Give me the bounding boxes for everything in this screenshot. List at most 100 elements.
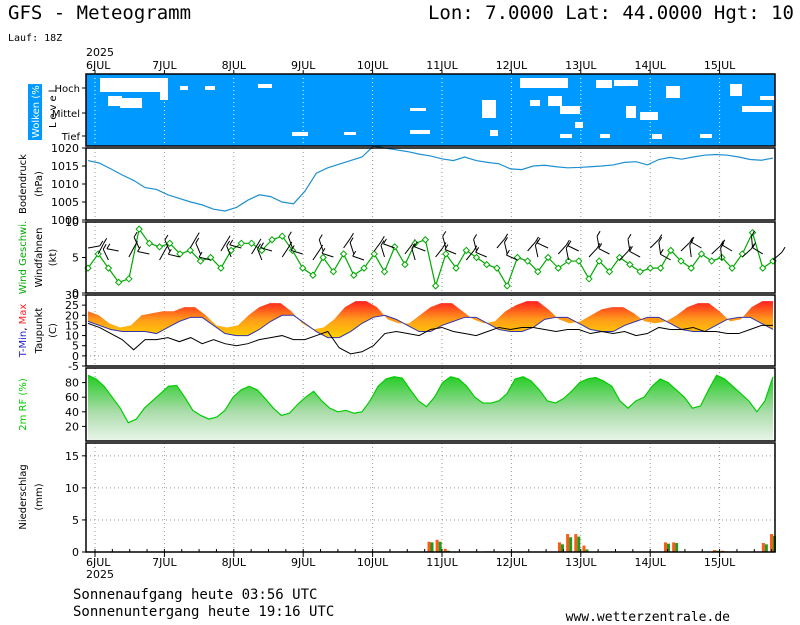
wind-speed-point — [370, 250, 378, 258]
wind-speed-point — [707, 257, 716, 265]
wind-barb — [229, 244, 242, 249]
precip-conv-bar — [585, 549, 589, 552]
wind-speed-point — [237, 239, 246, 248]
top-day-label: 8JUL — [222, 59, 247, 72]
wind-barb — [711, 245, 721, 255]
wind-barb-flag — [475, 247, 480, 253]
precip-conv-bar — [666, 543, 670, 552]
cloud-gap — [626, 106, 636, 118]
wind-barb-flag — [627, 233, 632, 240]
wind-ytick-label: 5 — [72, 252, 79, 265]
wind-barb-flag — [781, 246, 786, 253]
precip-unit-label: (mm) — [34, 483, 45, 510]
wind-barb — [380, 245, 385, 258]
wind-speed-point — [656, 264, 665, 272]
humidity-ytick-label: 80 — [65, 377, 79, 390]
top-day-label: 9JUL — [291, 59, 316, 72]
humidity-axis-label: 2m RF (%) — [18, 378, 29, 431]
wind-barb-flag — [319, 244, 324, 251]
wind-barb — [442, 236, 447, 249]
wind-barb-flag — [318, 234, 323, 240]
wind-speed-point — [483, 260, 491, 269]
temperature-ytick-label: 25 — [65, 299, 79, 312]
wind-speed-point — [206, 253, 215, 262]
temperature-unit-label: (C) — [48, 323, 59, 338]
wind-barb — [128, 246, 135, 258]
wind-barb-flag — [195, 232, 200, 238]
wind-barb — [411, 248, 416, 261]
wind-speed-point — [585, 275, 593, 283]
top-day-label: 6JUL — [86, 59, 111, 72]
wind-barb — [168, 253, 181, 258]
model-run-label: Lauf: 18Z — [8, 33, 63, 44]
wind-barb-flag — [195, 237, 200, 244]
pressure-unit-label: (hPa) — [34, 171, 45, 197]
wind-barb — [629, 250, 641, 258]
wind-speed-point — [350, 271, 358, 279]
wind-barb-flag — [133, 231, 138, 238]
pressure-ytick-label: 1020 — [51, 142, 79, 155]
wind-barb-flag — [720, 240, 724, 247]
cloud-gap — [666, 86, 680, 98]
precip-rain-bar — [557, 542, 561, 552]
wind-speed-point — [442, 250, 450, 258]
wind-barb-flag — [442, 231, 447, 237]
top-day-label: 14JUL — [634, 59, 666, 72]
wind-barb-flag — [229, 239, 234, 246]
temperature-ytick-label: 30 — [65, 289, 79, 302]
wind-speed-point — [554, 264, 563, 272]
precip-axis-label: Niederschlag — [18, 464, 29, 529]
wind-barb-flag — [536, 237, 541, 244]
cloud-gap — [520, 78, 568, 88]
wind-barb — [496, 238, 506, 249]
wind-barb — [97, 243, 105, 255]
precip-conv-bar — [675, 543, 679, 552]
wind-barb — [690, 241, 702, 249]
wind-barb — [291, 250, 303, 255]
top-day-label: 13JUL — [565, 59, 597, 72]
wind-barb — [195, 242, 201, 255]
wind-barb-flag — [380, 240, 385, 246]
wind-barb — [257, 248, 263, 261]
wind-barb — [658, 242, 662, 255]
top-day-label: 15JUL — [704, 59, 736, 72]
temperature-ytick-label: 10 — [65, 330, 79, 343]
pressure-line — [87, 145, 774, 212]
cloud-gap — [482, 100, 496, 118]
wind-speed-point — [697, 250, 706, 258]
top-day-label: 10JUL — [357, 59, 389, 72]
wind-speed-point — [615, 253, 624, 262]
wind-barb-flag — [629, 246, 633, 252]
wind-barb-flag — [198, 251, 203, 258]
cloud-gap — [292, 132, 308, 136]
temperature-range-area — [88, 301, 773, 338]
tmin-line — [87, 314, 774, 339]
wind-speed-point — [247, 239, 256, 248]
precip-rain-bar — [566, 534, 570, 552]
wind-barb — [649, 239, 660, 249]
cloud-gap — [760, 96, 775, 100]
wind-barb — [321, 252, 334, 258]
wind-barb — [106, 248, 119, 252]
clouds-panel-frame — [85, 73, 776, 147]
bottom-day-label: 13JUL — [565, 556, 597, 569]
wind-barb-flag — [383, 238, 387, 245]
bottom-day-label: 11JUL — [426, 556, 458, 569]
wind-speed-point — [564, 257, 573, 265]
wind-speed-point — [258, 246, 266, 255]
wind-speed-point — [278, 232, 286, 240]
wind-barb-flag — [598, 243, 603, 249]
wind-speed-point — [544, 253, 552, 262]
wind-axis-label: Wind Geschwi. — [18, 221, 29, 294]
wind-barb — [164, 239, 171, 252]
wind-speed-point — [391, 243, 399, 251]
wind-speed-point — [431, 282, 440, 290]
wind-speed-point — [319, 253, 327, 262]
wind-barb — [619, 251, 629, 261]
sunset-text: Sonnenuntergang heute 19:16 UTC — [73, 604, 335, 620]
cloud-gap — [640, 112, 658, 120]
precip-rain-bar — [770, 534, 773, 552]
wind-barb-flag — [103, 238, 108, 244]
wind-speed-point — [534, 267, 542, 276]
wind-speed-point — [166, 239, 174, 248]
